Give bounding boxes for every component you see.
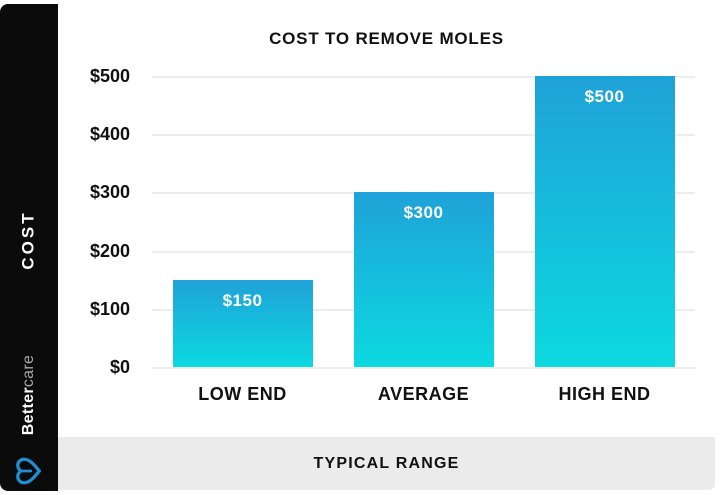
- chart-title: COST TO REMOVE MOLES: [269, 29, 504, 48]
- brand: Bettercare: [0, 335, 58, 455]
- plot-area: $150 $300 $500: [152, 76, 695, 369]
- y-tick-0: $0: [109, 357, 130, 377]
- bar-low-end: $150: [172, 279, 313, 367]
- bar-value-label: $150: [222, 290, 263, 310]
- x-label-high-end: HIGH END: [558, 384, 651, 404]
- y-tick-500: $500: [89, 66, 130, 86]
- bar-slots: $150 $300 $500: [152, 76, 695, 368]
- y-tick-100: $100: [89, 298, 130, 319]
- gridline: [152, 134, 695, 137]
- y-tick-200: $200: [89, 240, 130, 261]
- brand-name: Bettercare: [20, 355, 38, 435]
- x-axis-band: TYPICAL RANGE: [58, 437, 715, 490]
- brand-name-light: care: [20, 354, 37, 388]
- bar-average: $300: [353, 192, 494, 367]
- x-axis-category-labels: LOW END AVERAGE HIGH END: [152, 384, 695, 405]
- bar-slot-high-end: $500: [514, 76, 695, 368]
- gridline: [152, 76, 695, 78]
- bar-value-label: $500: [584, 87, 625, 106]
- bar-high-end: $500: [534, 76, 675, 367]
- y-tick-300: $300: [89, 182, 130, 203]
- heart-logo-icon: [14, 456, 44, 486]
- x-label-average: AVERAGE: [377, 384, 470, 404]
- y-axis-title: COST: [19, 210, 39, 270]
- left-sidebar: COST Bettercare: [0, 4, 58, 491]
- brand-name-bold: Better: [20, 387, 37, 436]
- bar-value-label: $300: [403, 203, 444, 223]
- x-axis-title: TYPICAL RANGE: [313, 454, 460, 472]
- gridline-baseline: [152, 367, 695, 369]
- bar-slot-average: $300: [333, 77, 514, 368]
- y-tick-400: $400: [89, 124, 130, 145]
- y-axis-title-wrap: COST: [0, 155, 58, 325]
- y-axis-ticks: $500 $400 $300 $200 $100 $0: [58, 66, 132, 377]
- bar-slot-low-end: $150: [152, 77, 333, 368]
- x-label-low-end: LOW END: [198, 384, 287, 404]
